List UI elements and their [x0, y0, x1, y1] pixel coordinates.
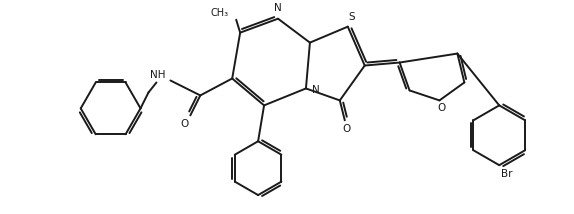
Text: N: N — [312, 85, 320, 95]
Text: CH₃: CH₃ — [210, 8, 228, 18]
Text: O: O — [437, 103, 445, 113]
Text: S: S — [348, 12, 355, 22]
Text: NH: NH — [150, 70, 165, 80]
Text: O: O — [180, 119, 188, 129]
Text: N: N — [274, 3, 282, 13]
Text: O: O — [343, 124, 351, 134]
Text: Br: Br — [501, 169, 513, 179]
